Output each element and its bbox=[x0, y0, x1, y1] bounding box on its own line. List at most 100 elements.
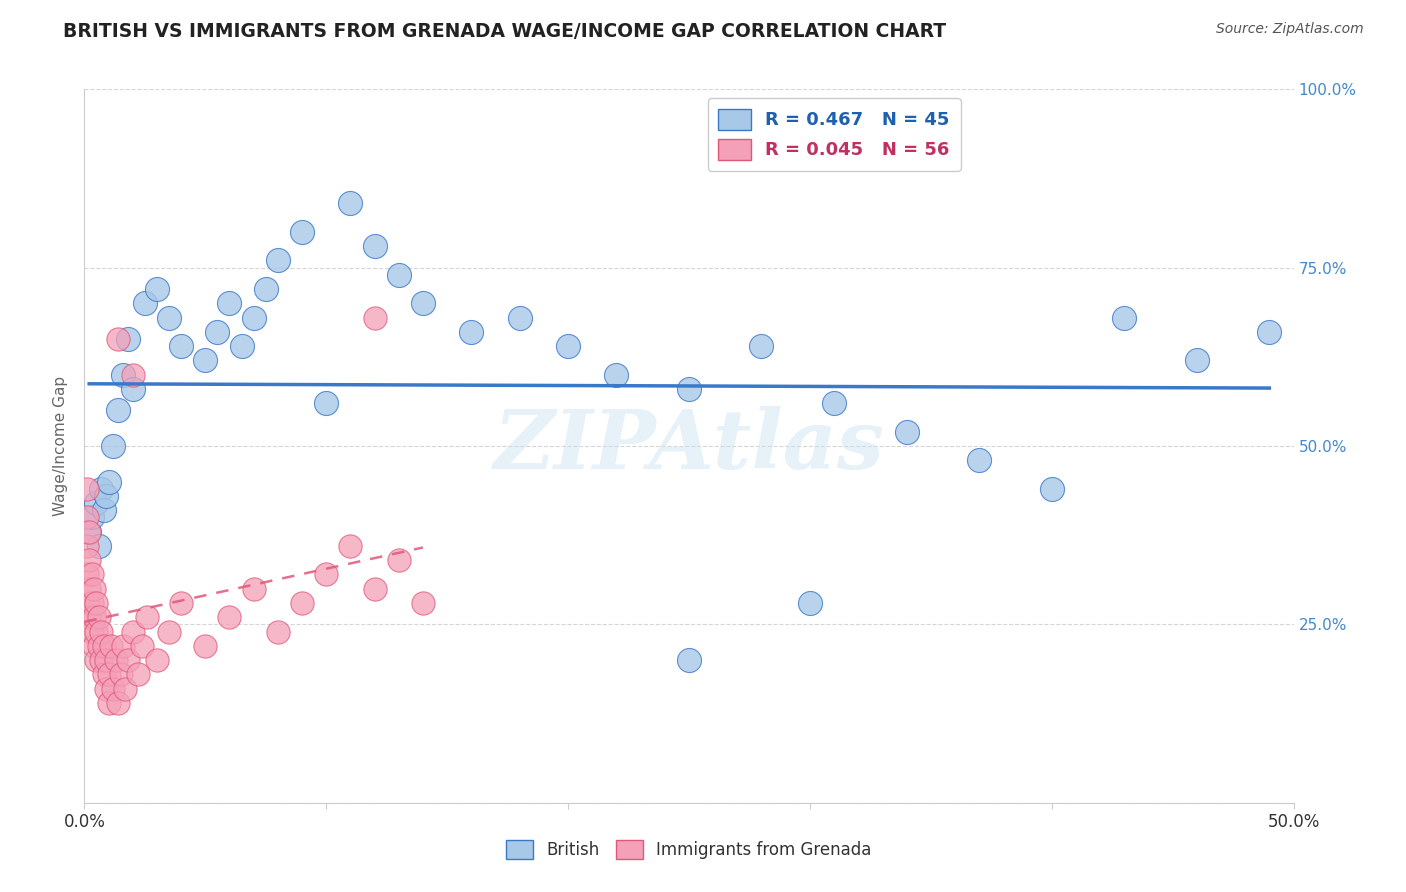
Point bbox=[86, 653, 108, 667]
Point bbox=[170, 339, 193, 353]
Text: ZIPAtlas: ZIPAtlas bbox=[494, 406, 884, 486]
Point bbox=[127, 667, 149, 681]
Point bbox=[112, 368, 135, 382]
Point bbox=[117, 332, 139, 346]
Point bbox=[112, 639, 135, 653]
Point bbox=[678, 653, 700, 667]
Point bbox=[799, 596, 821, 610]
Point bbox=[231, 339, 253, 353]
Point bbox=[557, 339, 579, 353]
Point bbox=[363, 239, 385, 253]
Point bbox=[80, 510, 103, 524]
Point bbox=[83, 582, 105, 596]
Point bbox=[77, 524, 100, 539]
Point bbox=[1258, 325, 1281, 339]
Point bbox=[967, 453, 990, 467]
Point bbox=[86, 624, 108, 639]
Point bbox=[80, 567, 103, 582]
Point bbox=[460, 325, 482, 339]
Point bbox=[218, 296, 240, 310]
Point bbox=[363, 310, 385, 325]
Text: BRITISH VS IMMIGRANTS FROM GRENADA WAGE/INCOME GAP CORRELATION CHART: BRITISH VS IMMIGRANTS FROM GRENADA WAGE/… bbox=[63, 22, 946, 41]
Text: Source: ZipAtlas.com: Source: ZipAtlas.com bbox=[1216, 22, 1364, 37]
Point bbox=[104, 653, 127, 667]
Point bbox=[107, 332, 129, 346]
Point bbox=[87, 639, 110, 653]
Point bbox=[97, 667, 120, 681]
Point bbox=[291, 596, 314, 610]
Point bbox=[114, 681, 136, 696]
Point bbox=[1040, 482, 1063, 496]
Point bbox=[100, 639, 122, 653]
Point bbox=[134, 296, 156, 310]
Point bbox=[194, 353, 217, 368]
Point bbox=[254, 282, 277, 296]
Point bbox=[76, 510, 98, 524]
Point bbox=[94, 489, 117, 503]
Point bbox=[97, 475, 120, 489]
Point bbox=[363, 582, 385, 596]
Point bbox=[94, 653, 117, 667]
Point bbox=[170, 596, 193, 610]
Point bbox=[157, 310, 180, 325]
Point bbox=[136, 610, 159, 624]
Point bbox=[76, 596, 98, 610]
Point bbox=[157, 624, 180, 639]
Point bbox=[97, 696, 120, 710]
Point bbox=[121, 624, 143, 639]
Point bbox=[339, 196, 361, 211]
Point bbox=[94, 681, 117, 696]
Point bbox=[315, 396, 337, 410]
Point bbox=[605, 368, 627, 382]
Point bbox=[194, 639, 217, 653]
Point bbox=[110, 667, 132, 681]
Point bbox=[1114, 310, 1136, 325]
Point bbox=[103, 681, 125, 696]
Point bbox=[90, 482, 112, 496]
Point bbox=[76, 567, 98, 582]
Point bbox=[291, 225, 314, 239]
Point bbox=[242, 582, 264, 596]
Point bbox=[412, 596, 434, 610]
Point bbox=[751, 339, 773, 353]
Point bbox=[1185, 353, 1208, 368]
Point bbox=[107, 696, 129, 710]
Point bbox=[823, 396, 845, 410]
Point bbox=[388, 553, 411, 567]
Point bbox=[146, 282, 169, 296]
Point bbox=[315, 567, 337, 582]
Point bbox=[509, 310, 531, 325]
Point bbox=[121, 368, 143, 382]
Point bbox=[146, 653, 169, 667]
Legend: British, Immigrants from Grenada: British, Immigrants from Grenada bbox=[499, 834, 879, 866]
Point bbox=[103, 439, 125, 453]
Point bbox=[83, 639, 105, 653]
Point bbox=[77, 524, 100, 539]
Point bbox=[339, 539, 361, 553]
Point bbox=[93, 639, 115, 653]
Point bbox=[80, 624, 103, 639]
Point bbox=[242, 310, 264, 325]
Point bbox=[207, 325, 229, 339]
Point bbox=[121, 382, 143, 396]
Point bbox=[87, 610, 110, 624]
Point bbox=[896, 425, 918, 439]
Point bbox=[107, 403, 129, 417]
Point bbox=[77, 582, 100, 596]
Point bbox=[86, 496, 108, 510]
Point bbox=[90, 624, 112, 639]
Point bbox=[388, 268, 411, 282]
Point bbox=[131, 639, 153, 653]
Point bbox=[412, 296, 434, 310]
Point bbox=[678, 382, 700, 396]
Point bbox=[87, 539, 110, 553]
Point bbox=[117, 653, 139, 667]
Point bbox=[267, 624, 290, 639]
Point bbox=[93, 503, 115, 517]
Y-axis label: Wage/Income Gap: Wage/Income Gap bbox=[53, 376, 69, 516]
Point bbox=[80, 596, 103, 610]
Point bbox=[76, 539, 98, 553]
Point bbox=[77, 610, 100, 624]
Point bbox=[218, 610, 240, 624]
Point bbox=[77, 553, 100, 567]
